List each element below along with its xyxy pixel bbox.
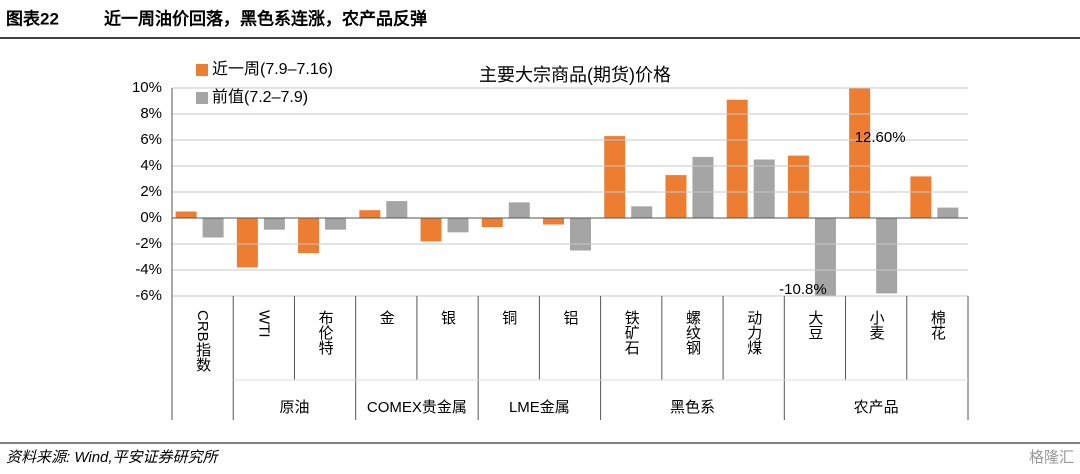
x-tick-label: 金 bbox=[378, 310, 395, 325]
y-tick-label: 4% bbox=[140, 157, 162, 174]
y-tick-label: 10% bbox=[132, 79, 162, 96]
x-tick-label: 大豆 bbox=[806, 310, 823, 340]
bars bbox=[175, 88, 959, 296]
y-tick-label: -6% bbox=[135, 287, 162, 304]
x-tick-label: 布伦特 bbox=[317, 310, 334, 355]
bar bbox=[910, 176, 932, 218]
x-tick-label: 螺纹钢 bbox=[684, 310, 701, 356]
bar bbox=[263, 218, 285, 230]
legend-swatch bbox=[196, 64, 208, 76]
figure-number: 图表22 bbox=[6, 8, 59, 28]
x-tick-label: 铜 bbox=[500, 310, 517, 326]
bar bbox=[298, 218, 320, 254]
bar bbox=[508, 202, 530, 218]
x-tick-label: 棉花 bbox=[929, 310, 946, 341]
bar bbox=[359, 210, 381, 218]
bar bbox=[753, 159, 775, 218]
x-tick-label: WTI bbox=[255, 310, 272, 338]
x-tick-label: 银 bbox=[439, 310, 456, 325]
bar bbox=[236, 218, 258, 268]
group-label: 黑色系 bbox=[670, 399, 715, 416]
x-tick-label: 铁矿石 bbox=[623, 310, 640, 355]
bar bbox=[726, 99, 748, 218]
y-tick-label: 6% bbox=[140, 131, 162, 148]
bar bbox=[202, 218, 224, 238]
y-tick-label: -2% bbox=[135, 235, 162, 252]
bar bbox=[604, 136, 626, 218]
bar bbox=[814, 218, 836, 296]
source: 资料来源: Wind,平安证券研究所 bbox=[6, 449, 220, 466]
group-label: 原油 bbox=[279, 399, 309, 416]
bar bbox=[570, 218, 591, 251]
figure-title: 近一周油价回落，黑色系连涨，农产品反弹 bbox=[104, 8, 427, 28]
group-label: LME金属 bbox=[509, 399, 570, 416]
x-tick-label: CRB指数 bbox=[194, 310, 211, 372]
x-tick-label: 小麦 bbox=[868, 310, 885, 340]
watermark: 格隆汇 bbox=[1029, 449, 1074, 466]
bar bbox=[481, 218, 503, 228]
bar bbox=[420, 218, 442, 242]
bar bbox=[876, 218, 898, 294]
x-tick-label: 铝 bbox=[562, 310, 579, 325]
y-tick-label: 8% bbox=[140, 105, 162, 122]
group-label: 农产品 bbox=[854, 399, 899, 416]
bar bbox=[665, 175, 687, 218]
bar bbox=[175, 211, 197, 218]
bar bbox=[849, 88, 871, 219]
chart-title: 主要大宗商品(期货)价格 bbox=[479, 65, 671, 85]
bar bbox=[447, 218, 469, 233]
legend-swatch bbox=[196, 92, 208, 104]
data-label: 12.60% bbox=[855, 129, 906, 146]
x-tick-label: 动力煤 bbox=[745, 310, 762, 355]
y-tick-label: 0% bbox=[140, 209, 162, 226]
bar bbox=[937, 207, 959, 218]
bar bbox=[543, 218, 564, 225]
bar bbox=[386, 201, 408, 218]
bar bbox=[325, 218, 347, 230]
y-tick-label: -4% bbox=[135, 261, 162, 278]
data-label: -10.8% bbox=[779, 281, 827, 298]
legend-label: 前值(7.2–7.9) bbox=[212, 88, 308, 106]
group-label: COMEX贵金属 bbox=[367, 399, 467, 416]
y-tick-label: 2% bbox=[140, 183, 162, 200]
legend-label: 近一周(7.9–7.16) bbox=[212, 60, 333, 78]
bar bbox=[692, 156, 714, 218]
bar bbox=[787, 155, 809, 218]
bar bbox=[631, 206, 653, 218]
